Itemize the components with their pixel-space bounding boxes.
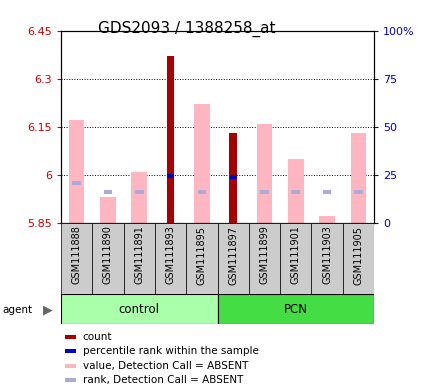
Bar xyxy=(64,364,76,367)
Bar xyxy=(256,124,272,223)
Text: PCN: PCN xyxy=(283,303,307,316)
Text: control: control xyxy=(118,303,159,316)
Bar xyxy=(64,335,76,339)
Bar xyxy=(311,223,342,294)
Bar xyxy=(287,159,303,223)
Bar xyxy=(135,190,143,194)
Bar xyxy=(229,175,236,179)
Bar xyxy=(166,56,174,223)
Text: GSM111897: GSM111897 xyxy=(228,225,237,285)
Text: agent: agent xyxy=(2,305,32,315)
Text: count: count xyxy=(82,332,112,342)
Bar xyxy=(123,223,155,294)
Bar xyxy=(194,104,209,223)
Text: GSM111893: GSM111893 xyxy=(165,225,175,285)
Bar xyxy=(131,172,147,223)
Text: GSM111899: GSM111899 xyxy=(259,225,269,285)
Bar xyxy=(167,174,174,178)
Bar xyxy=(61,223,92,294)
Bar xyxy=(322,190,331,194)
Bar xyxy=(72,181,81,185)
Bar xyxy=(92,223,123,294)
Bar xyxy=(61,294,217,324)
Bar xyxy=(197,190,206,194)
Bar xyxy=(217,294,373,324)
Bar xyxy=(350,133,365,223)
Bar xyxy=(248,223,279,294)
Text: GSM111895: GSM111895 xyxy=(197,225,206,285)
Bar xyxy=(155,223,186,294)
Text: percentile rank within the sample: percentile rank within the sample xyxy=(82,346,258,356)
Bar xyxy=(64,378,76,382)
Bar xyxy=(64,349,76,353)
Bar xyxy=(291,190,299,194)
Text: GSM111890: GSM111890 xyxy=(103,225,112,285)
Bar xyxy=(100,197,115,223)
Text: GSM111905: GSM111905 xyxy=(353,225,362,285)
Bar xyxy=(229,133,237,223)
Bar xyxy=(279,223,311,294)
Bar xyxy=(260,190,268,194)
Text: rank, Detection Call = ABSENT: rank, Detection Call = ABSENT xyxy=(82,375,243,384)
Bar xyxy=(69,120,84,223)
Text: value, Detection Call = ABSENT: value, Detection Call = ABSENT xyxy=(82,361,248,371)
Bar xyxy=(342,223,373,294)
Bar xyxy=(186,223,217,294)
Bar xyxy=(319,216,334,223)
Text: GSM111901: GSM111901 xyxy=(290,225,300,285)
Text: GDS2093 / 1388258_at: GDS2093 / 1388258_at xyxy=(98,21,275,37)
Text: ▶: ▶ xyxy=(43,303,53,316)
Text: GSM111888: GSM111888 xyxy=(72,225,81,285)
Bar xyxy=(103,190,112,194)
Text: GSM111903: GSM111903 xyxy=(322,225,331,285)
Text: GSM111891: GSM111891 xyxy=(134,225,144,285)
Bar xyxy=(217,223,248,294)
Bar xyxy=(353,190,362,194)
